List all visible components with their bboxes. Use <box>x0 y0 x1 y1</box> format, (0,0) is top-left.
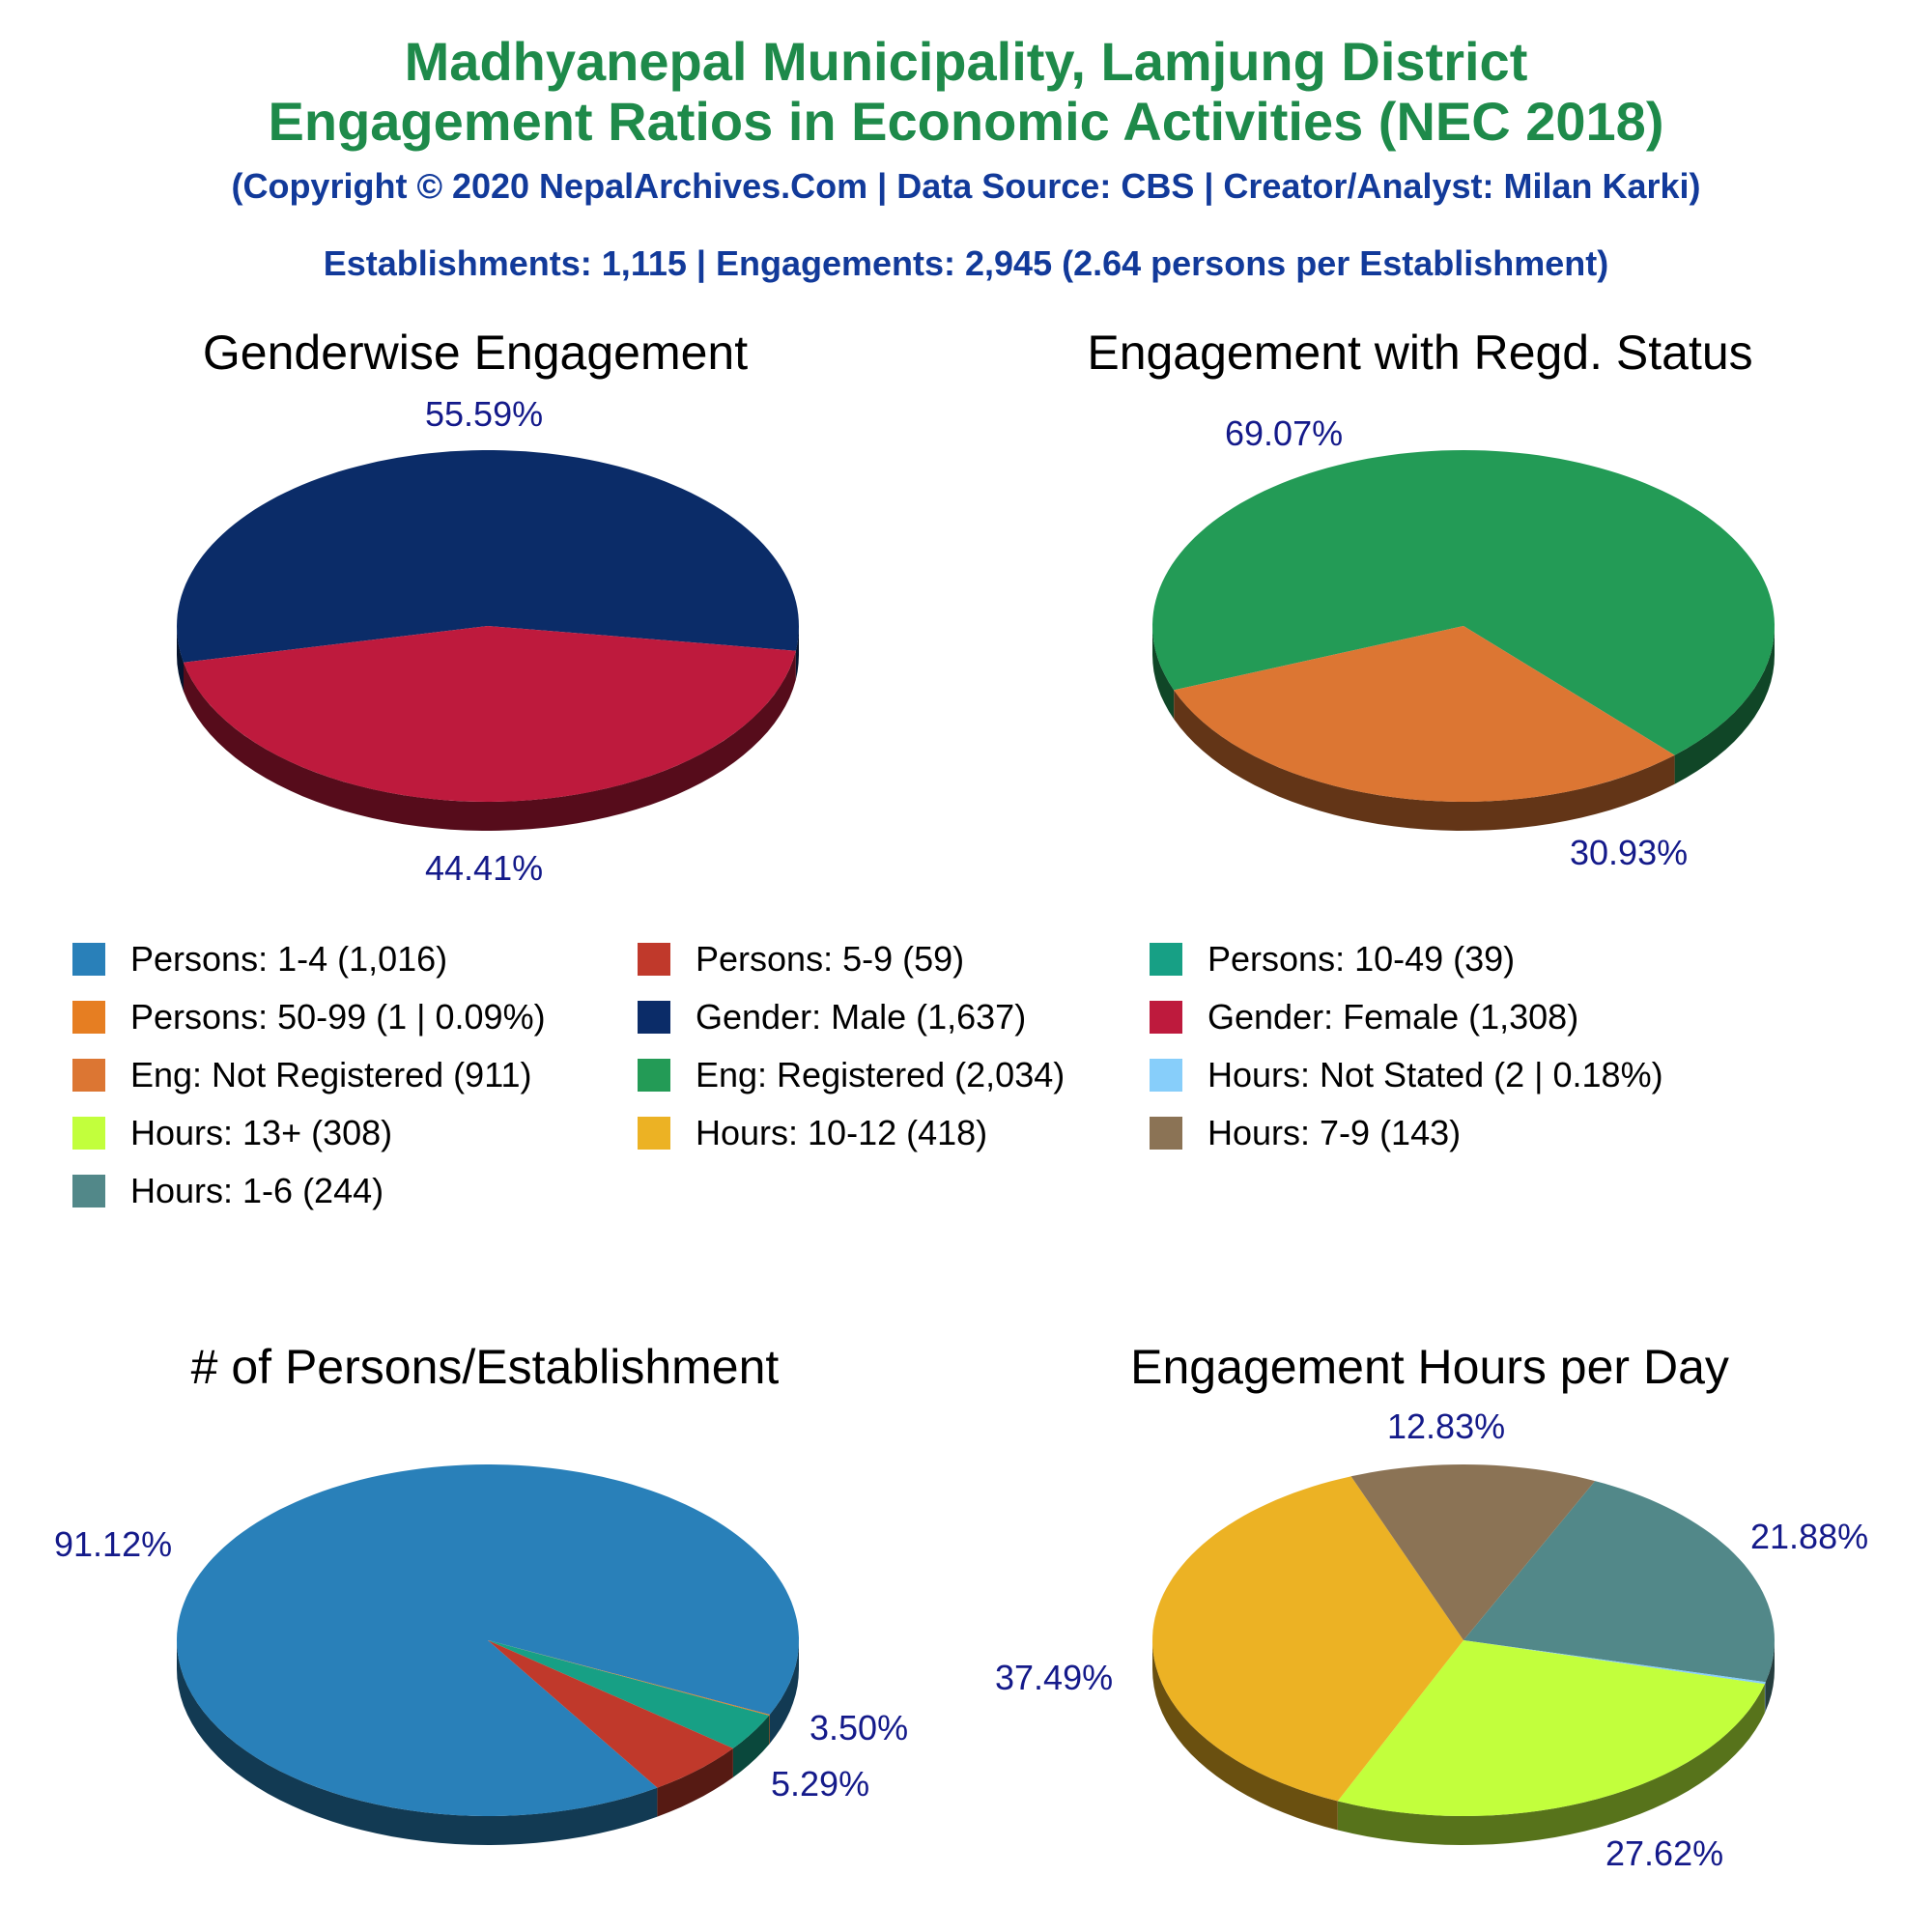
legend-item: Hours: 1-6 (244) <box>72 1171 384 1210</box>
pie-slice <box>1152 1476 1463 1802</box>
summary-line: Establishments: 1,115 | Engagements: 2,9… <box>323 243 1609 283</box>
legend-label: Persons: 5-9 (59) <box>696 939 965 979</box>
pie-slice-side <box>1152 626 1175 720</box>
pie-slice <box>1337 1640 1765 1816</box>
pie-slice-side <box>1765 1640 1775 1712</box>
legend-item: Gender: Male (1,637) <box>638 997 1027 1037</box>
legend-label: Gender: Female (1,308) <box>1208 997 1579 1037</box>
legend-swatch <box>72 1117 105 1150</box>
pie-slice <box>184 626 796 802</box>
slice-label-registered: 69.07% <box>1225 413 1344 453</box>
legend-item: Persons: 1-4 (1,016) <box>72 939 448 979</box>
legend-swatch <box>638 943 670 976</box>
pie-slice <box>1463 1640 1766 1685</box>
legend-item: Eng: Not Registered (911) <box>72 1055 532 1094</box>
chart-title-line2: Engagement Ratios in Economic Activities… <box>268 91 1664 152</box>
legend-item: Hours: Not Stated (2 | 0.18%) <box>1150 1055 1663 1094</box>
copyright-line: (Copyright © 2020 NepalArchives.Com | Da… <box>231 166 1701 206</box>
pie-slice <box>1152 450 1775 755</box>
legend-item: Persons: 50-99 (1 | 0.09%) <box>72 997 546 1037</box>
pie-slice-side <box>769 1715 770 1745</box>
chart-title-line1: Madhyanepal Municipality, Lamjung Distri… <box>404 31 1528 92</box>
legend-label: Hours: Not Stated (2 | 0.18%) <box>1208 1055 1663 1094</box>
legend-swatch <box>72 1001 105 1034</box>
legend-swatch <box>72 1059 105 1092</box>
legend-item: Hours: 7-9 (143) <box>1150 1113 1462 1152</box>
pie-slice <box>488 1640 769 1748</box>
pie-slice-side <box>1674 626 1775 784</box>
pie-title-hours: Engagement Hours per Day <box>1130 1340 1729 1394</box>
slice-label-hours-7-9: 12.83% <box>1387 1406 1506 1446</box>
pie-slice-side <box>184 650 796 831</box>
slice-label-persons-1-4: 91.12% <box>54 1524 173 1564</box>
legend-swatch <box>1150 1117 1182 1150</box>
legend-swatch <box>1150 1059 1182 1092</box>
legend-label: Persons: 1-4 (1,016) <box>130 939 448 979</box>
legend-label: Hours: 13+ (308) <box>130 1113 393 1152</box>
legend-label: Eng: Not Registered (911) <box>130 1055 532 1094</box>
legend-item: Eng: Registered (2,034) <box>638 1055 1065 1094</box>
slice-label-hours-10-12: 37.49% <box>995 1658 1114 1697</box>
legend-swatch <box>638 1059 670 1092</box>
pie-slice-side <box>657 1747 733 1817</box>
pie-slice-side <box>177 1640 658 1845</box>
pie-slice <box>177 450 799 663</box>
legend-swatch <box>1150 943 1182 976</box>
legend-item: Persons: 5-9 (59) <box>638 939 965 979</box>
legend-swatch <box>1150 1001 1182 1034</box>
pie-title-regd: Engagement with Regd. Status <box>1087 326 1753 380</box>
pie-slice <box>1463 1481 1775 1683</box>
legend-swatch <box>638 1001 670 1034</box>
legend-item: Hours: 10-12 (418) <box>638 1113 988 1152</box>
pie-slice-side <box>1174 690 1675 831</box>
legend-item: Persons: 10-49 (39) <box>1150 939 1516 979</box>
legend-label: Eng: Registered (2,034) <box>696 1055 1065 1094</box>
pie-slice-side <box>177 626 184 692</box>
legend-swatch <box>72 1175 105 1208</box>
legend-label: Persons: 50-99 (1 | 0.09%) <box>130 997 546 1037</box>
legend-label: Persons: 10-49 (39) <box>1208 939 1516 979</box>
legend-label: Gender: Male (1,637) <box>696 997 1027 1037</box>
legend-swatch <box>638 1117 670 1150</box>
pie-slice-side <box>769 1640 799 1744</box>
pie-slice <box>1350 1464 1596 1640</box>
pie-title-gender: Genderwise Engagement <box>202 326 749 380</box>
legend-swatch <box>72 943 105 976</box>
slice-label-persons-5-9: 5.29% <box>771 1764 870 1804</box>
pie-slice <box>488 1640 770 1716</box>
slice-label-male: 55.59% <box>425 394 544 434</box>
pie-slice-side <box>1764 1682 1766 1714</box>
slice-label-persons-10-49: 3.50% <box>810 1708 909 1747</box>
pie-title-persons: # of Persons/Establishment <box>190 1340 780 1394</box>
legend-item: Hours: 13+ (308) <box>72 1113 393 1152</box>
legend-label: Hours: 1-6 (244) <box>130 1171 384 1210</box>
pie-slice <box>488 1640 733 1788</box>
pie-slice-side <box>795 626 799 680</box>
legend-label: Hours: 7-9 (143) <box>1208 1113 1462 1152</box>
slice-label-hours-1-6: 21.88% <box>1750 1517 1869 1556</box>
legend-item: Gender: Female (1,308) <box>1150 997 1579 1037</box>
slice-label-hours-13plus: 27.62% <box>1605 1833 1724 1873</box>
pie-slice-side <box>732 1715 769 1777</box>
pie-slice <box>1174 626 1675 802</box>
pie-slice-side <box>1337 1684 1765 1845</box>
legend-label: Hours: 10-12 (418) <box>696 1113 988 1152</box>
pie-slice-side <box>1152 1640 1338 1831</box>
slice-label-female: 44.41% <box>425 848 544 888</box>
slice-label-not-registered: 30.93% <box>1570 833 1689 872</box>
